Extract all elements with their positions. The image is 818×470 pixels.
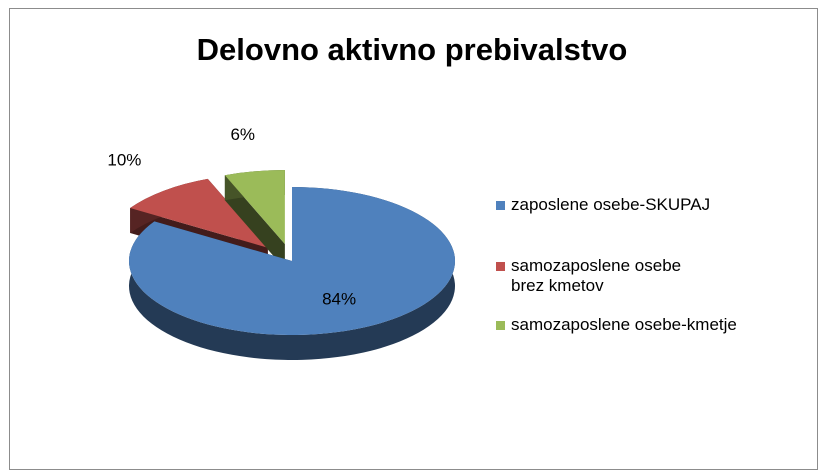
chart-title: Delovno aktivno prebivalstvo xyxy=(197,32,628,67)
pie-slice xyxy=(128,187,455,335)
legend-item: samozaposlene osebe brez kmetov xyxy=(496,256,806,296)
legend-swatch xyxy=(496,201,505,210)
data-label: 84% xyxy=(322,289,356,308)
pie-slice xyxy=(130,178,268,248)
data-label: 10% xyxy=(107,151,141,170)
legend-label: samozaposlene osebe-kmetje xyxy=(511,315,737,334)
data-label: 6% xyxy=(230,125,255,144)
slice-side-wall xyxy=(224,175,285,270)
pie-slice xyxy=(224,170,285,245)
legend-swatch xyxy=(496,262,505,271)
legend-item: zaposlene osebe-SKUPAJ xyxy=(496,195,806,215)
legend-label: zaposlene osebe-SKUPAJ xyxy=(511,195,711,214)
legend-item: samozaposlene osebe-kmetje xyxy=(496,315,806,335)
legend-swatch xyxy=(496,321,505,330)
legend-label: samozaposlene osebe brez kmetov xyxy=(511,256,682,295)
